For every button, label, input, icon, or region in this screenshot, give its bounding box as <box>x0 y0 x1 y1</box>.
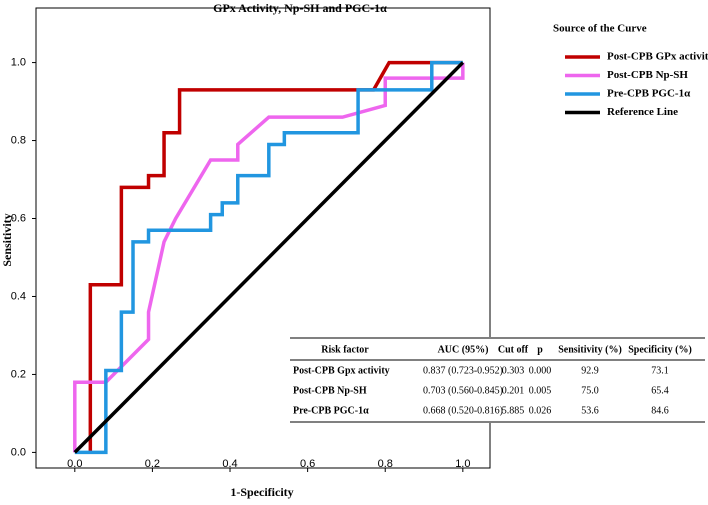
table-header: AUC (95%) <box>438 344 489 355</box>
legend-title: Source of the Curve <box>553 23 647 35</box>
x-tick-label: 0.4 <box>222 458 237 470</box>
x-tick-label: 0.8 <box>378 458 393 470</box>
table-header: Specificity (%) <box>628 344 692 355</box>
table-cell: 0.668 (0.520-0.816) <box>423 405 503 416</box>
roc-curve <box>73 62 465 453</box>
table-cell: 0.837 (0.723-0.952) <box>423 365 503 376</box>
table-cell: 53.6 <box>581 405 599 416</box>
table-cell: Pre-CPB PGC-1α <box>293 405 369 416</box>
table-background <box>288 337 705 423</box>
y-tick-label: 0.2 <box>11 368 26 380</box>
y-tick-label: 1.0 <box>11 56 26 68</box>
table-header: Risk factor <box>321 344 369 355</box>
y-axis-label: Sensitivity <box>0 213 14 266</box>
x-tick-label: 0.6 <box>300 458 315 470</box>
x-tick-label: 1.0 <box>455 458 470 470</box>
legend-label: Post-CPB Np-SH <box>607 69 688 81</box>
table-header: p <box>537 344 543 355</box>
table-cell: 92.9 <box>581 365 599 376</box>
table-cell: 73.1 <box>651 365 669 376</box>
table-header: Sensitivity (%) <box>558 344 622 355</box>
table-header: Cut off <box>498 344 529 355</box>
legend-label: Post-CPB GPx activity <box>607 51 708 63</box>
table-cell: 0.026 <box>529 405 552 416</box>
table-cell: 0.201 <box>502 385 525 396</box>
table-cell: 0.000 <box>529 365 552 376</box>
x-tick-label: 0.0 <box>67 458 82 470</box>
y-tick-label: 0.0 <box>11 446 26 458</box>
table-cell: 5.885 <box>502 405 525 416</box>
table-cell: 0.005 <box>529 385 552 396</box>
table-cell: Post-CPB Np-SH <box>293 385 367 396</box>
y-tick-label: 0.8 <box>11 134 26 146</box>
x-tick-label: 0.2 <box>145 458 160 470</box>
table-cell: 0.703 (0.560-0.845) <box>423 385 503 396</box>
table-cell: 0.303 <box>502 365 525 376</box>
table-cell: Post-CPB Gpx activity <box>293 365 390 376</box>
table-cell: 84.6 <box>651 405 669 416</box>
roc-curve <box>73 61 465 454</box>
roc-curve <box>74 60 463 455</box>
legend-label: Reference Line <box>607 106 678 118</box>
y-tick-label: 0.6 <box>11 212 26 224</box>
table-cell: 75.0 <box>581 385 599 396</box>
y-tick-label: 0.4 <box>11 290 26 302</box>
table-cell: 65.4 <box>651 385 669 396</box>
x-axis-label: 1-Specificity <box>230 485 293 499</box>
plot-frame <box>35 7 491 469</box>
legend-label: Pre-CPB PGC-1α <box>607 88 691 100</box>
